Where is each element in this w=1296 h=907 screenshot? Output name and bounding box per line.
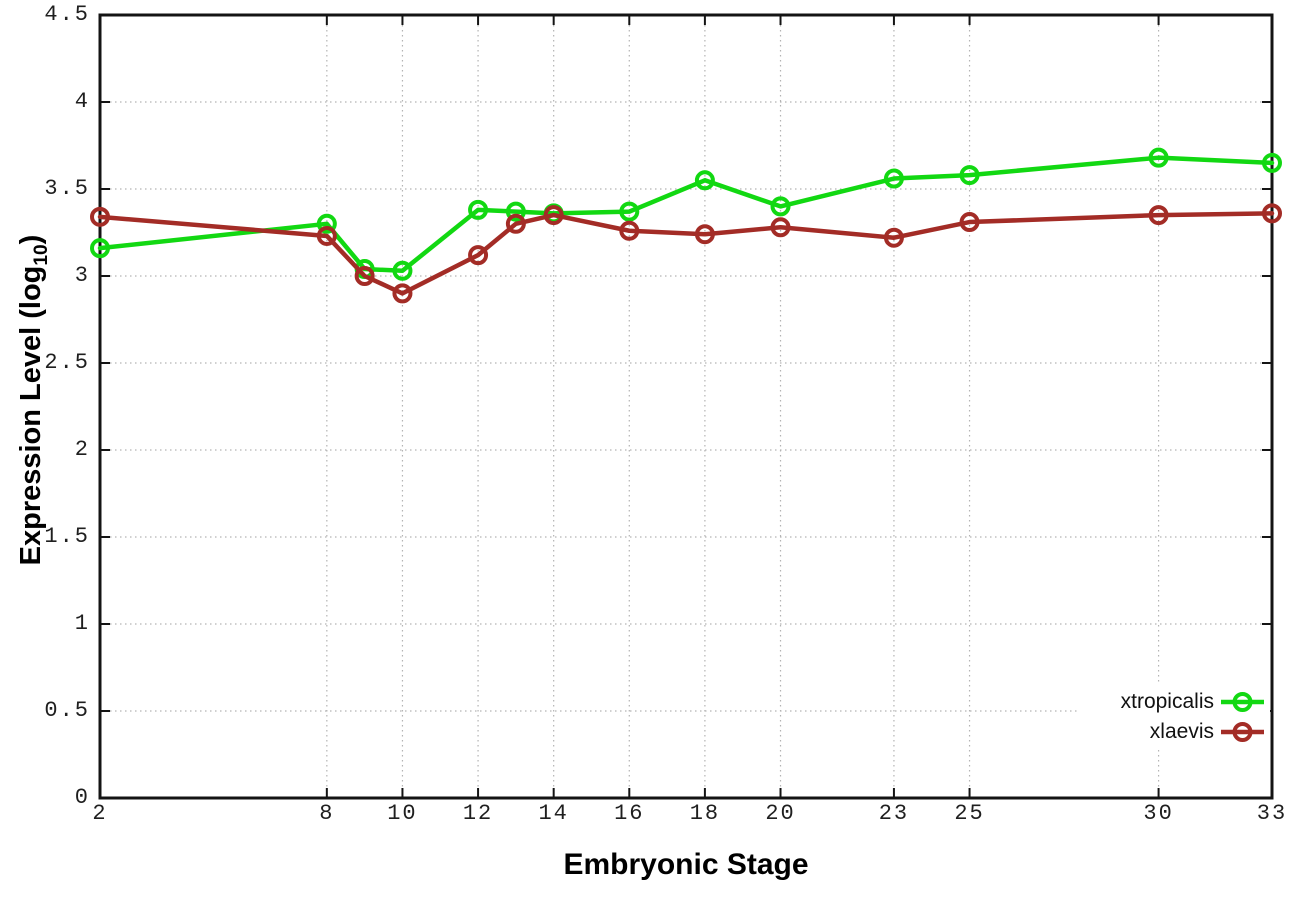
data-point-xtropicalis bbox=[959, 165, 980, 186]
data-point-xtropicalis bbox=[90, 238, 110, 259]
x-tick-label-20: 20 bbox=[765, 801, 796, 826]
data-point-xlaevis bbox=[770, 217, 791, 238]
data-point-xlaevis bbox=[316, 225, 337, 246]
data-point-xlaevis bbox=[883, 227, 904, 248]
x-tick-label-10: 10 bbox=[387, 801, 418, 826]
data-point-xlaevis bbox=[354, 266, 375, 286]
x-tick-label-16: 16 bbox=[614, 801, 645, 826]
y-axis-title-text: Expression Level (log bbox=[15, 265, 48, 566]
data-point-xtropicalis bbox=[619, 201, 640, 222]
legend-sample-marker-xtropicalis bbox=[1232, 692, 1253, 712]
data-point-xlaevis bbox=[959, 212, 980, 233]
x-tick-label-14: 14 bbox=[538, 801, 569, 826]
legend-label-xtropicalis: xtropicalis bbox=[1120, 690, 1214, 713]
data-point-xtropicalis bbox=[316, 213, 337, 234]
y-tick-label-2.5: 2.5 bbox=[44, 350, 90, 375]
legend-sample-marker-xlaevis bbox=[1232, 722, 1253, 742]
data-point-xtropicalis bbox=[392, 260, 413, 281]
x-tick-label-12: 12 bbox=[462, 801, 494, 826]
y-axis-title-suffix: ) bbox=[15, 234, 48, 245]
y-tick-label-1.5: 1.5 bbox=[44, 524, 90, 549]
data-point-xlaevis bbox=[694, 224, 715, 245]
data-point-xtropicalis bbox=[770, 196, 791, 217]
data-point-xtropicalis bbox=[694, 170, 715, 191]
data-point-xlaevis bbox=[1262, 203, 1282, 224]
data-point-xtropicalis bbox=[1262, 152, 1282, 173]
y-tick-label-0: 0 bbox=[74, 785, 90, 810]
data-point-xlaevis bbox=[505, 213, 526, 234]
data-point-xlaevis bbox=[619, 220, 640, 241]
data-point-xlaevis bbox=[90, 206, 110, 227]
x-tick-label-18: 18 bbox=[689, 801, 721, 826]
data-point-xlaevis bbox=[543, 205, 564, 226]
data-point-xlaevis bbox=[468, 245, 489, 266]
data-point-xlaevis bbox=[392, 283, 413, 304]
plot-border bbox=[98, 13, 1274, 800]
legend-label-xlaevis: xlaevis bbox=[1149, 720, 1214, 743]
x-axis-title: Embryonic Stage bbox=[563, 848, 809, 881]
y-tick-label-1: 1 bbox=[74, 611, 90, 636]
x-tick-label-25: 25 bbox=[954, 801, 985, 826]
series-line-xtropicalis bbox=[97, 155, 1275, 274]
x-tick-label-2: 2 bbox=[92, 801, 108, 826]
x-tick-label-30: 30 bbox=[1143, 801, 1174, 826]
y-tick-label-2: 2 bbox=[74, 437, 90, 462]
data-point-xtropicalis bbox=[883, 168, 904, 189]
x-tick-label-8: 8 bbox=[319, 801, 335, 826]
data-point-xtropicalis bbox=[1148, 147, 1169, 168]
series-line-xlaevis bbox=[97, 211, 1275, 296]
x-tick-label-23: 23 bbox=[878, 801, 910, 826]
y-tick-label-4.5: 4.5 bbox=[44, 2, 90, 27]
data-point-xtropicalis bbox=[505, 201, 526, 222]
x-tick-label-33: 33 bbox=[1256, 801, 1288, 826]
y-tick-label-3: 3 bbox=[74, 263, 90, 288]
data-point-xlaevis bbox=[1148, 205, 1169, 226]
y-tick-label-4: 4 bbox=[74, 89, 90, 114]
y-tick-label-0.5: 0.5 bbox=[44, 698, 90, 723]
data-point-xtropicalis bbox=[468, 199, 489, 220]
y-tick-label-3.5: 3.5 bbox=[44, 176, 90, 201]
